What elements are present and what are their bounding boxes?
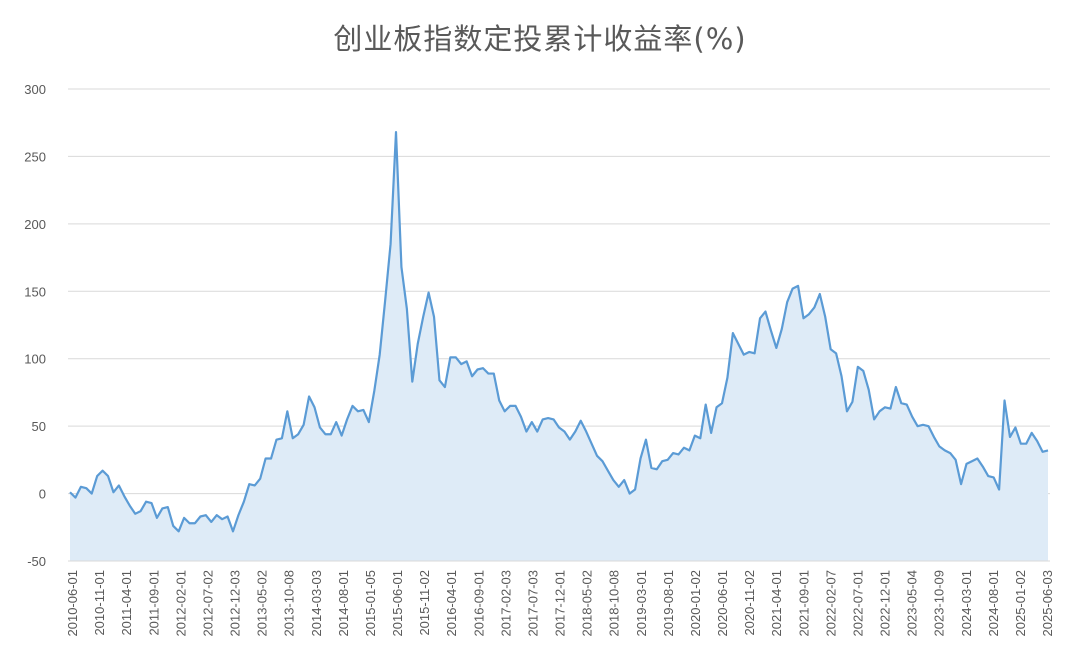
x-tick-label: 2021-04-01 <box>769 570 784 637</box>
x-tick-label: 2015-11-02 <box>417 570 432 636</box>
x-tick-label: 2016-04-01 <box>444 570 459 637</box>
x-tick-label: 2019-08-01 <box>661 570 676 637</box>
x-tick-label: 2020-11-02 <box>742 570 757 636</box>
x-tick-label: 2010-11-01 <box>92 570 107 636</box>
x-tick-label: 2023-10-09 <box>932 570 947 637</box>
chart-title: 创业板指数定投累计收益率(%) <box>333 22 747 56</box>
y-tick-label: 150 <box>24 284 46 299</box>
x-tick-label: 2022-02-07 <box>823 570 838 637</box>
x-tick-label: 2013-10-08 <box>282 570 297 637</box>
x-tick-label: 2018-05-02 <box>580 570 595 637</box>
x-tick-label: 2024-03-01 <box>959 570 974 637</box>
x-tick-label: 2010-06-01 <box>65 570 80 637</box>
x-tick-label: 2022-12-01 <box>878 570 893 637</box>
x-tick-label: 2022-07-01 <box>850 570 865 637</box>
x-tick-label: 2015-06-01 <box>390 570 405 637</box>
y-tick-label: -50 <box>27 554 46 569</box>
x-tick-label: 2018-10-08 <box>607 570 622 637</box>
x-tick-label: 2011-04-01 <box>119 570 134 636</box>
x-axis: 2010-06-01 2010-11-01 2011-04-01 2011-09-01… <box>65 570 1055 637</box>
x-tick-label: 2014-03-03 <box>309 570 324 637</box>
y-tick-label: 50 <box>32 419 46 434</box>
y-tick-label: 300 <box>24 82 46 97</box>
series-area <box>68 131 1050 562</box>
x-tick-label: 2012-02-01 <box>173 570 188 637</box>
x-tick-label: 2012-12-03 <box>228 570 243 637</box>
x-tick-label: 2023-05-04 <box>905 570 920 637</box>
x-tick-label: 2013-05-02 <box>255 570 270 637</box>
x-tick-label: 2014-08-01 <box>336 570 351 637</box>
x-tick-label: 2017-12-01 <box>553 570 568 637</box>
x-tick-label: 2021-09-01 <box>796 570 811 637</box>
series-fill <box>70 132 1048 561</box>
x-tick-label: 2025-01-02 <box>1013 570 1028 637</box>
y-axis: 300 250 200 150 100 50 0 -50 <box>24 82 46 569</box>
x-tick-label: 2020-01-02 <box>688 570 703 637</box>
x-tick-label: 2024-08-01 <box>986 570 1001 637</box>
series-line <box>69 131 1049 533</box>
x-tick-label: 2016-09-01 <box>471 570 486 637</box>
x-tick-label: 2020-06-01 <box>715 570 730 637</box>
x-tick-label: 2019-03-01 <box>634 570 649 637</box>
y-tick-label: 100 <box>24 352 46 367</box>
y-tick-label: 200 <box>24 217 46 232</box>
x-tick-label: 2012-07-02 <box>200 570 215 637</box>
x-tick-label: 2011-09-01 <box>146 570 161 636</box>
x-tick-label: 2017-02-03 <box>498 570 513 637</box>
x-tick-label: 2015-01-05 <box>363 570 378 637</box>
y-tick-label: 0 <box>39 487 46 502</box>
y-tick-label: 250 <box>24 149 46 164</box>
x-tick-label: 2017-07-03 <box>525 570 540 637</box>
x-tick-label: 2025-06-03 <box>1040 570 1055 637</box>
